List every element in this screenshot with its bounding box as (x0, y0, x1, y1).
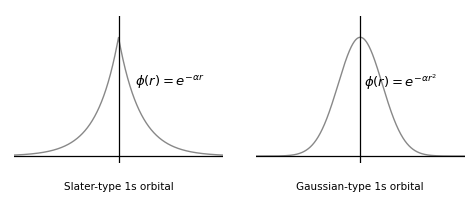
Text: Gaussian-type 1s orbital: Gaussian-type 1s orbital (296, 182, 424, 192)
Text: Slater-type 1s orbital: Slater-type 1s orbital (64, 182, 173, 192)
Text: $\phi(r) = e^{-\alpha r}$: $\phi(r) = e^{-\alpha r}$ (135, 73, 205, 91)
Text: $\phi(r) = e^{-\alpha r^2}$: $\phi(r) = e^{-\alpha r^2}$ (365, 72, 438, 92)
